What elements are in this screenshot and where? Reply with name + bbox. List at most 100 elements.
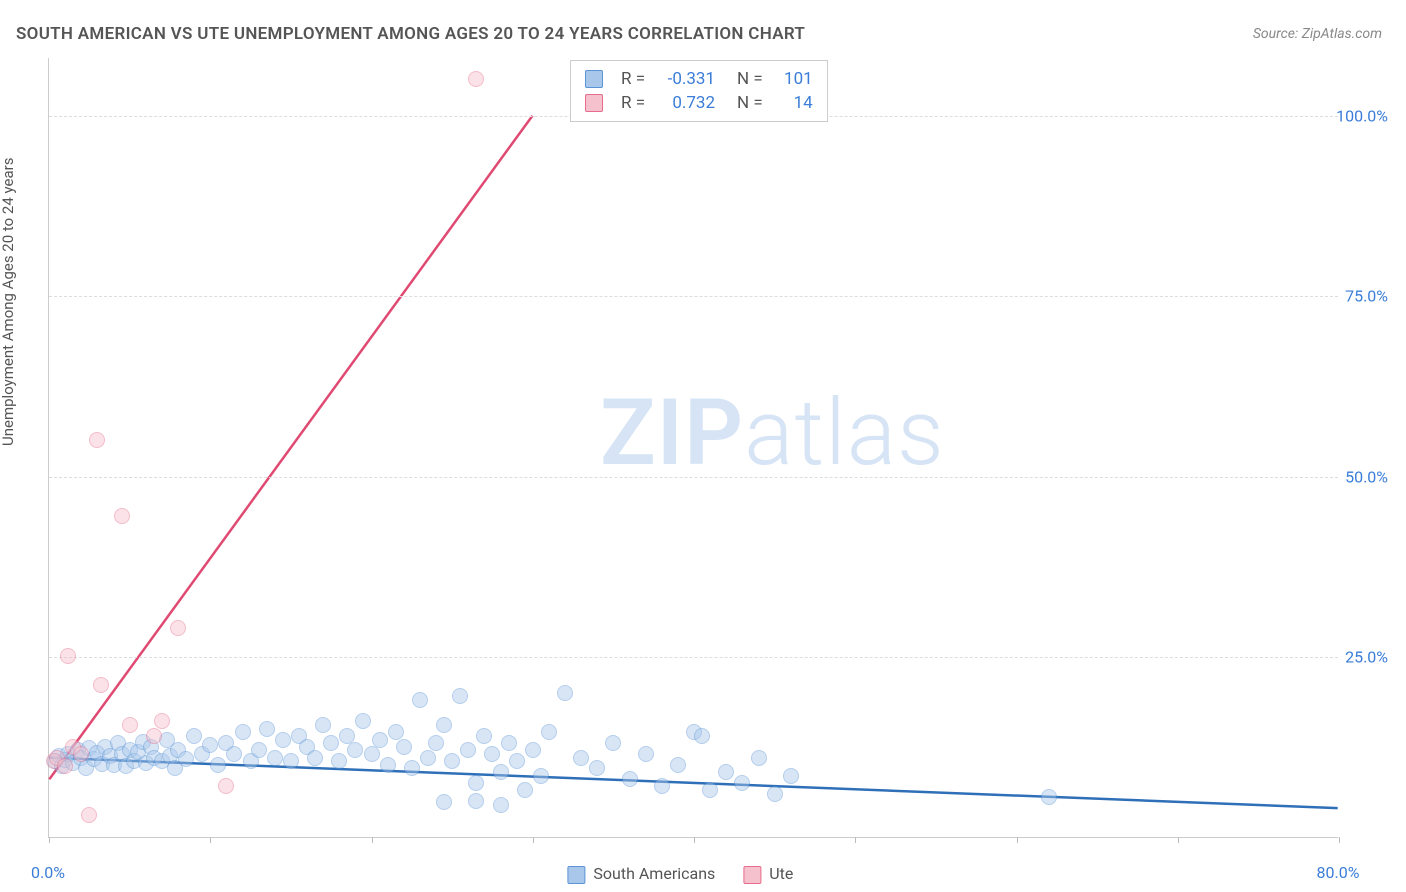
data-point bbox=[347, 742, 363, 758]
stats-row: R = -0.331 N = 101 bbox=[585, 67, 813, 91]
data-point bbox=[428, 735, 444, 751]
data-point bbox=[702, 782, 718, 798]
data-point bbox=[767, 786, 783, 802]
y-tick-label: 100.0% bbox=[1336, 106, 1388, 125]
data-point bbox=[460, 742, 476, 758]
data-point bbox=[452, 688, 468, 704]
legend-item: Ute bbox=[743, 864, 793, 884]
x-tick bbox=[1017, 837, 1018, 843]
x-tick bbox=[372, 837, 373, 843]
data-point bbox=[170, 620, 186, 636]
data-point bbox=[202, 737, 218, 753]
data-point bbox=[93, 677, 109, 693]
data-point bbox=[380, 757, 396, 773]
data-point bbox=[444, 753, 460, 769]
data-point bbox=[533, 768, 549, 784]
data-point bbox=[178, 751, 194, 767]
legend-swatch bbox=[567, 866, 585, 884]
data-point bbox=[60, 648, 76, 664]
data-point bbox=[364, 746, 380, 762]
gridline-h bbox=[49, 477, 1338, 478]
data-point bbox=[57, 758, 73, 774]
gridline-h bbox=[49, 296, 1338, 297]
stats-r-label: R = bbox=[621, 93, 645, 113]
data-point bbox=[323, 735, 339, 751]
data-point bbox=[605, 735, 621, 751]
data-point bbox=[751, 750, 767, 766]
stats-n-label: N = bbox=[737, 93, 763, 113]
stats-r-value: 0.732 bbox=[655, 93, 715, 113]
chart-title: SOUTH AMERICAN VS UTE UNEMPLOYMENT AMONG… bbox=[16, 24, 805, 44]
data-point bbox=[154, 713, 170, 729]
data-point bbox=[355, 713, 371, 729]
data-point bbox=[307, 750, 323, 766]
data-point bbox=[436, 717, 452, 733]
data-point bbox=[517, 782, 533, 798]
data-point bbox=[372, 732, 388, 748]
data-point bbox=[638, 746, 654, 762]
x-tick bbox=[694, 837, 695, 843]
stats-n-value: 14 bbox=[773, 93, 813, 113]
trend-lines-layer bbox=[49, 58, 1338, 837]
data-point bbox=[718, 764, 734, 780]
data-point bbox=[186, 728, 202, 744]
stats-row: R = 0.732 N = 14 bbox=[585, 91, 813, 115]
data-point bbox=[525, 742, 541, 758]
y-axis-label: Unemployment Among Ages 20 to 24 years bbox=[0, 158, 17, 446]
data-point bbox=[420, 750, 436, 766]
stats-swatch bbox=[585, 94, 603, 112]
data-point bbox=[122, 717, 138, 733]
stats-r-value: -0.331 bbox=[655, 69, 715, 89]
data-point bbox=[267, 750, 283, 766]
data-point bbox=[259, 721, 275, 737]
y-tick-label: 50.0% bbox=[1345, 467, 1388, 486]
data-point bbox=[783, 768, 799, 784]
data-point bbox=[396, 739, 412, 755]
data-point bbox=[315, 717, 331, 733]
data-point bbox=[501, 735, 517, 751]
x-tick bbox=[49, 837, 50, 843]
data-point bbox=[283, 753, 299, 769]
data-point bbox=[275, 732, 291, 748]
stats-box: R = -0.331 N = 101 R = 0.732 N = 14 bbox=[570, 60, 828, 122]
data-point bbox=[114, 508, 130, 524]
data-point bbox=[146, 728, 162, 744]
x-tick bbox=[533, 837, 534, 843]
data-point bbox=[235, 724, 251, 740]
legend-swatch bbox=[743, 866, 761, 884]
data-point bbox=[468, 793, 484, 809]
stats-r-label: R = bbox=[621, 69, 645, 89]
legend-label: South Americans bbox=[593, 864, 715, 883]
stats-swatch bbox=[585, 70, 603, 88]
y-tick-label: 75.0% bbox=[1345, 287, 1388, 306]
source-prefix: Source: bbox=[1253, 26, 1302, 42]
data-point bbox=[622, 771, 638, 787]
y-tick-label: 25.0% bbox=[1345, 648, 1388, 667]
data-point bbox=[81, 807, 97, 823]
data-point bbox=[468, 71, 484, 87]
stats-n-value: 101 bbox=[773, 69, 813, 89]
source-name: ZipAtlas.com bbox=[1302, 26, 1382, 42]
data-point bbox=[436, 794, 452, 810]
x-tick bbox=[210, 837, 211, 843]
data-point bbox=[654, 778, 670, 794]
data-point bbox=[509, 753, 525, 769]
legend: South Americans Ute bbox=[567, 864, 793, 884]
data-point bbox=[412, 692, 428, 708]
data-point bbox=[670, 757, 686, 773]
data-point bbox=[493, 797, 509, 813]
legend-item: South Americans bbox=[567, 864, 715, 884]
gridline-h bbox=[49, 657, 1338, 658]
source-attribution: Source: ZipAtlas.com bbox=[1253, 26, 1382, 42]
x-tick-label: 0.0% bbox=[31, 863, 65, 882]
x-tick-label: 80.0% bbox=[1317, 863, 1360, 882]
data-point bbox=[226, 746, 242, 762]
data-point bbox=[557, 685, 573, 701]
data-point bbox=[468, 775, 484, 791]
data-point bbox=[484, 746, 500, 762]
data-point bbox=[734, 775, 750, 791]
stats-n-label: N = bbox=[737, 69, 763, 89]
data-point bbox=[89, 432, 105, 448]
data-point bbox=[210, 757, 226, 773]
data-point bbox=[493, 764, 509, 780]
